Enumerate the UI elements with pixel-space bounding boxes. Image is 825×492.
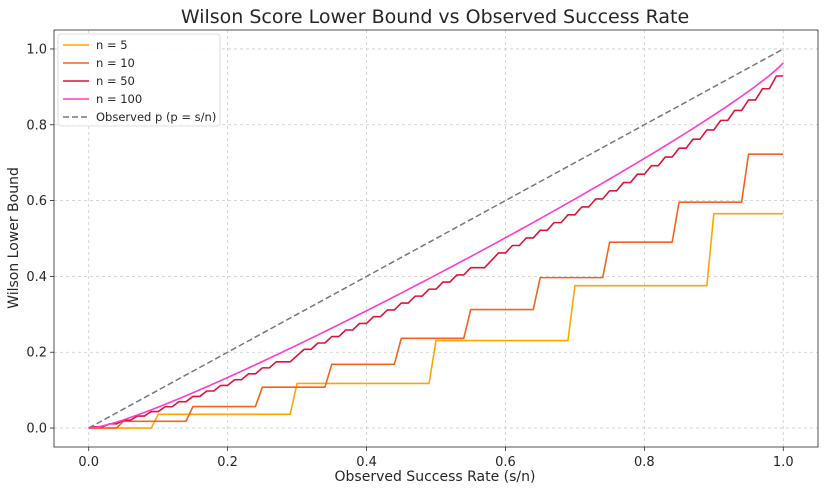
x-axis-ticks: 0.0 0.2 0.4 0.6 0.8 1.0	[78, 447, 794, 470]
x-tick-label: 1.0	[773, 455, 794, 470]
legend-label: n = 50	[96, 74, 135, 88]
y-tick-label: 0.4	[26, 270, 47, 285]
legend-box	[57, 33, 221, 127]
series-line-n100	[88, 62, 784, 429]
y-axis-ticks: 0.0 0.2 0.4 0.6 0.8 1.0	[26, 42, 54, 437]
series-line-n50	[88, 75, 784, 429]
x-tick-label: 0.4	[356, 455, 377, 470]
legend-label: n = 100	[96, 92, 142, 106]
legend-label: n = 5	[96, 38, 128, 52]
series-layer	[88, 48, 784, 429]
legend-label: Observed p (p = s/n)	[96, 110, 216, 124]
x-tick-label: 0.6	[495, 455, 516, 470]
x-tick-label: 0.2	[217, 455, 238, 470]
legend: n = 5 n = 10 n = 50 n = 100 Observed p (p = …	[57, 33, 221, 127]
legend-label: n = 10	[96, 56, 135, 70]
series-line-n5	[88, 212, 784, 429]
x-axis-label: Observed Success Rate (s/n)	[335, 469, 536, 485]
series-line-n10	[88, 153, 784, 429]
y-tick-label: 0.0	[26, 422, 47, 437]
plot-frame	[53, 29, 819, 448]
y-tick-label: 0.6	[26, 194, 47, 209]
y-tick-label: 0.2	[26, 346, 47, 361]
x-tick-label: 0.8	[634, 455, 655, 470]
chart-title: Wilson Score Lower Bound vs Observed Suc…	[181, 6, 689, 28]
y-axis-label: Wilson Lower Bound	[6, 167, 22, 309]
y-tick-label: 0.8	[26, 118, 47, 133]
y-tick-label: 1.0	[26, 42, 47, 57]
series-line-observed	[88, 48, 784, 429]
x-tick-label: 0.0	[78, 455, 99, 470]
